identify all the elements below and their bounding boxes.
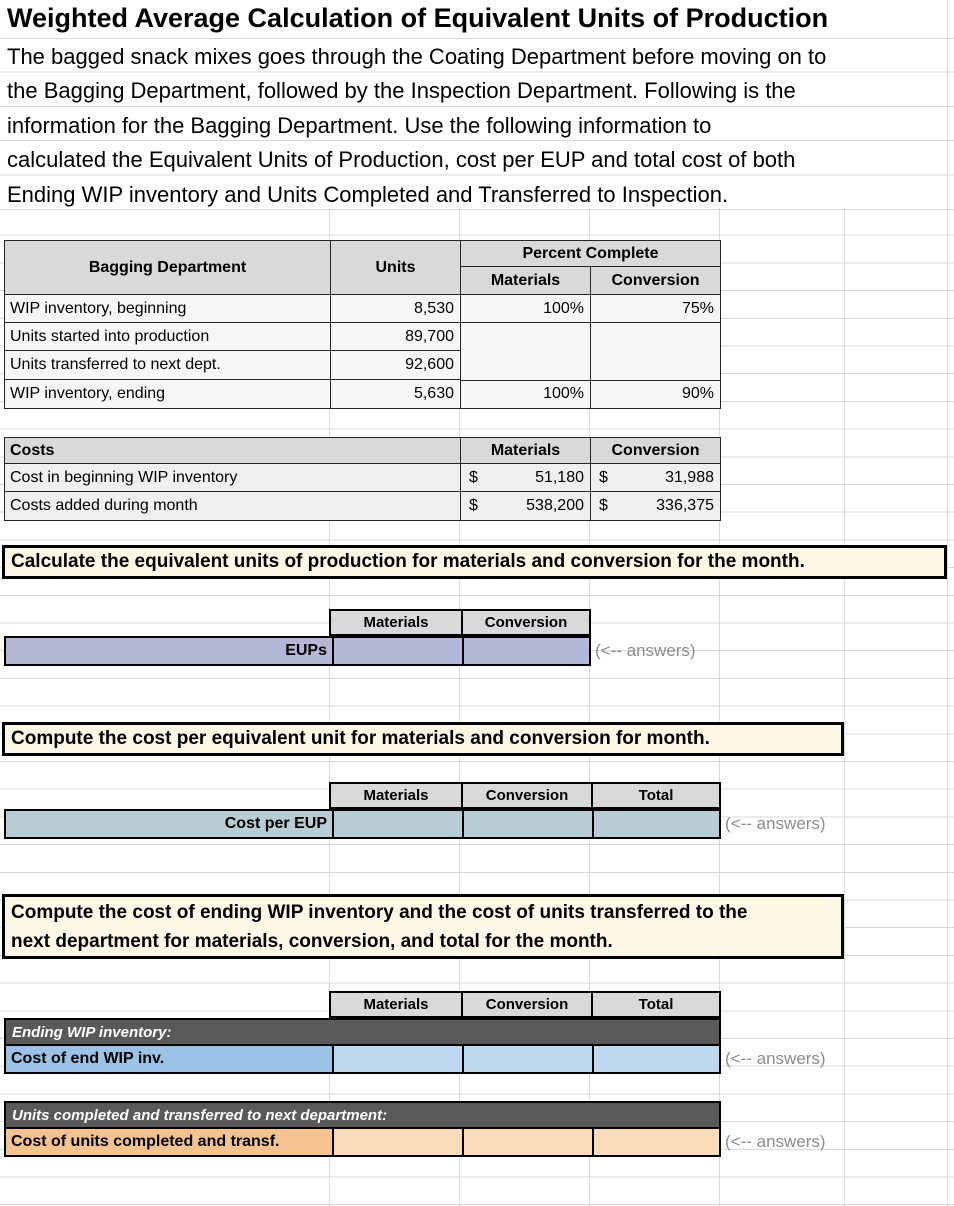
eups-row-label: EUPs [6,638,332,664]
ending-wip-total-answer-cell[interactable] [592,1046,719,1072]
amount: 51,180 [535,468,584,486]
gridline [947,0,948,1206]
bagging-table-title: Bagging Department [5,241,331,295]
gridline [0,38,954,210]
conversion-pct-value: 75% [591,295,720,324]
instruction-cost-per-eup: Compute the cost per equivalent unit for… [2,722,844,756]
materials-pct-value: 100% [461,379,591,408]
amount: 31,988 [665,468,714,486]
conversion-column-header: Conversion [591,438,720,464]
total-column-header: Total [591,993,719,1016]
gridline [589,208,590,1206]
eups-row: EUPs [4,636,591,666]
units-value: 5,630 [331,379,461,408]
transferred-conversion-answer-cell[interactable] [462,1129,592,1155]
amount: 538,200 [526,497,584,514]
units-value: 89,700 [331,323,461,352]
instruction-cost-assignment: Compute the cost of ending WIP inventory… [2,894,844,959]
total-column-header: Total [591,784,719,807]
materials-column-header: Materials [461,438,591,464]
currency-symbol: $ [599,497,608,514]
conversion-column-header: Conversion [591,267,720,295]
cost-of-ending-wip-row: Cost of end WIP inv. [4,1044,721,1074]
currency-symbol: $ [599,468,608,486]
transferred-total-answer-cell[interactable] [592,1129,719,1155]
ending-wip-conversion-answer-cell[interactable] [462,1046,592,1072]
materials-column-header: Materials [331,611,461,634]
cost-per-eup-row: Cost per EUP [4,809,721,839]
units-column-header: Units [331,241,461,295]
bagging-department-table: Bagging Department Units Percent Complet… [4,240,721,409]
cost-per-eup-row-label: Cost per EUP [6,811,332,837]
row-label: WIP inventory, beginning [5,295,331,324]
materials-cost-value: $ 51,180 [461,464,591,492]
cost-of-ending-wip-row-label: Cost of end WIP inv. [6,1046,332,1072]
conversion-column-header: Conversion [461,611,589,634]
cost-per-eup-total-answer-cell[interactable] [592,811,719,837]
materials-pct-value: 100% [461,295,591,324]
conversion-pct-value [591,323,720,351]
materials-pct-value [461,351,591,380]
cost-per-eup-materials-answer-cell[interactable] [332,811,462,837]
row-label: Costs added during month [5,492,461,520]
cost-of-units-transferred-row: Cost of units completed and transf. [4,1127,721,1157]
costs-table: Costs Materials Conversion Cost in begin… [4,437,721,521]
conversion-pct-value [591,351,720,379]
page-title: Weighted Average Calculation of Equivale… [7,3,829,33]
transferred-section-heading: Units completed and transferred to next … [4,1101,721,1127]
conversion-column-header: Conversion [461,784,591,807]
cost-per-eup-conversion-answer-cell[interactable] [462,811,592,837]
row-label: Units started into production [5,323,331,352]
intro-line: calculated the Equivalent Units of Produ… [7,147,796,173]
gridline [459,208,460,1206]
intro-line: The bagged snack mixes goes through the … [7,44,827,69]
intro-line: the Bagging Department, followed by the … [7,78,796,104]
amount: 336,375 [656,497,714,514]
answers-note: (<-- answers) [595,641,696,660]
instruction-eup: Calculate the equivalent units of produc… [2,545,947,579]
units-value: 92,600 [331,351,461,380]
answers-note: (<-- answers) [725,1132,826,1151]
gridline [0,38,954,39]
cost-of-units-transferred-row-label: Cost of units completed and transf. [6,1129,332,1155]
gridline [844,208,845,1206]
conversion-column-header: Conversion [461,993,591,1016]
intro-line: Ending WIP inventory and Units Completed… [7,181,729,207]
cost-per-eup-headers: Materials Conversion Total [329,782,721,809]
materials-column-header: Materials [331,784,461,807]
materials-column-header: Materials [331,993,461,1016]
gridline [719,208,720,1206]
ending-wip-materials-answer-cell[interactable] [332,1046,462,1072]
row-label: WIP inventory, ending [5,379,331,408]
eup-answer-headers: Materials Conversion [329,609,591,636]
eup-conversion-answer-cell[interactable] [462,638,589,664]
percent-complete-header: Percent Complete [461,241,720,267]
currency-symbol: $ [469,497,478,514]
ending-wip-section-heading: Ending WIP inventory: [4,1018,721,1044]
costs-table-title: Costs [5,438,461,464]
materials-pct-value [461,323,591,352]
row-label: Units transferred to next dept. [5,351,331,380]
units-value: 8,530 [331,295,461,324]
materials-column-header: Materials [461,267,591,295]
conversion-pct-value: 90% [591,379,720,408]
intro-paragraph: The bagged snack mixes goes through the … [7,40,953,212]
currency-symbol: $ [469,468,478,486]
intro-line: information for the Bagging Department. … [7,112,712,138]
conversion-cost-value: $ 31,988 [591,464,720,492]
answers-note: (<-- answers) [725,814,826,833]
transferred-materials-answer-cell[interactable] [332,1129,462,1155]
cost-assignment-headers: Materials Conversion Total [329,991,721,1018]
gridline [329,208,330,1206]
eup-materials-answer-cell[interactable] [332,638,462,664]
row-label: Cost in beginning WIP inventory [5,464,461,492]
answers-note: (<-- answers) [725,1049,826,1068]
conversion-cost-value: $ 336,375 [591,492,720,520]
materials-cost-value: $ 538,200 [461,492,591,520]
